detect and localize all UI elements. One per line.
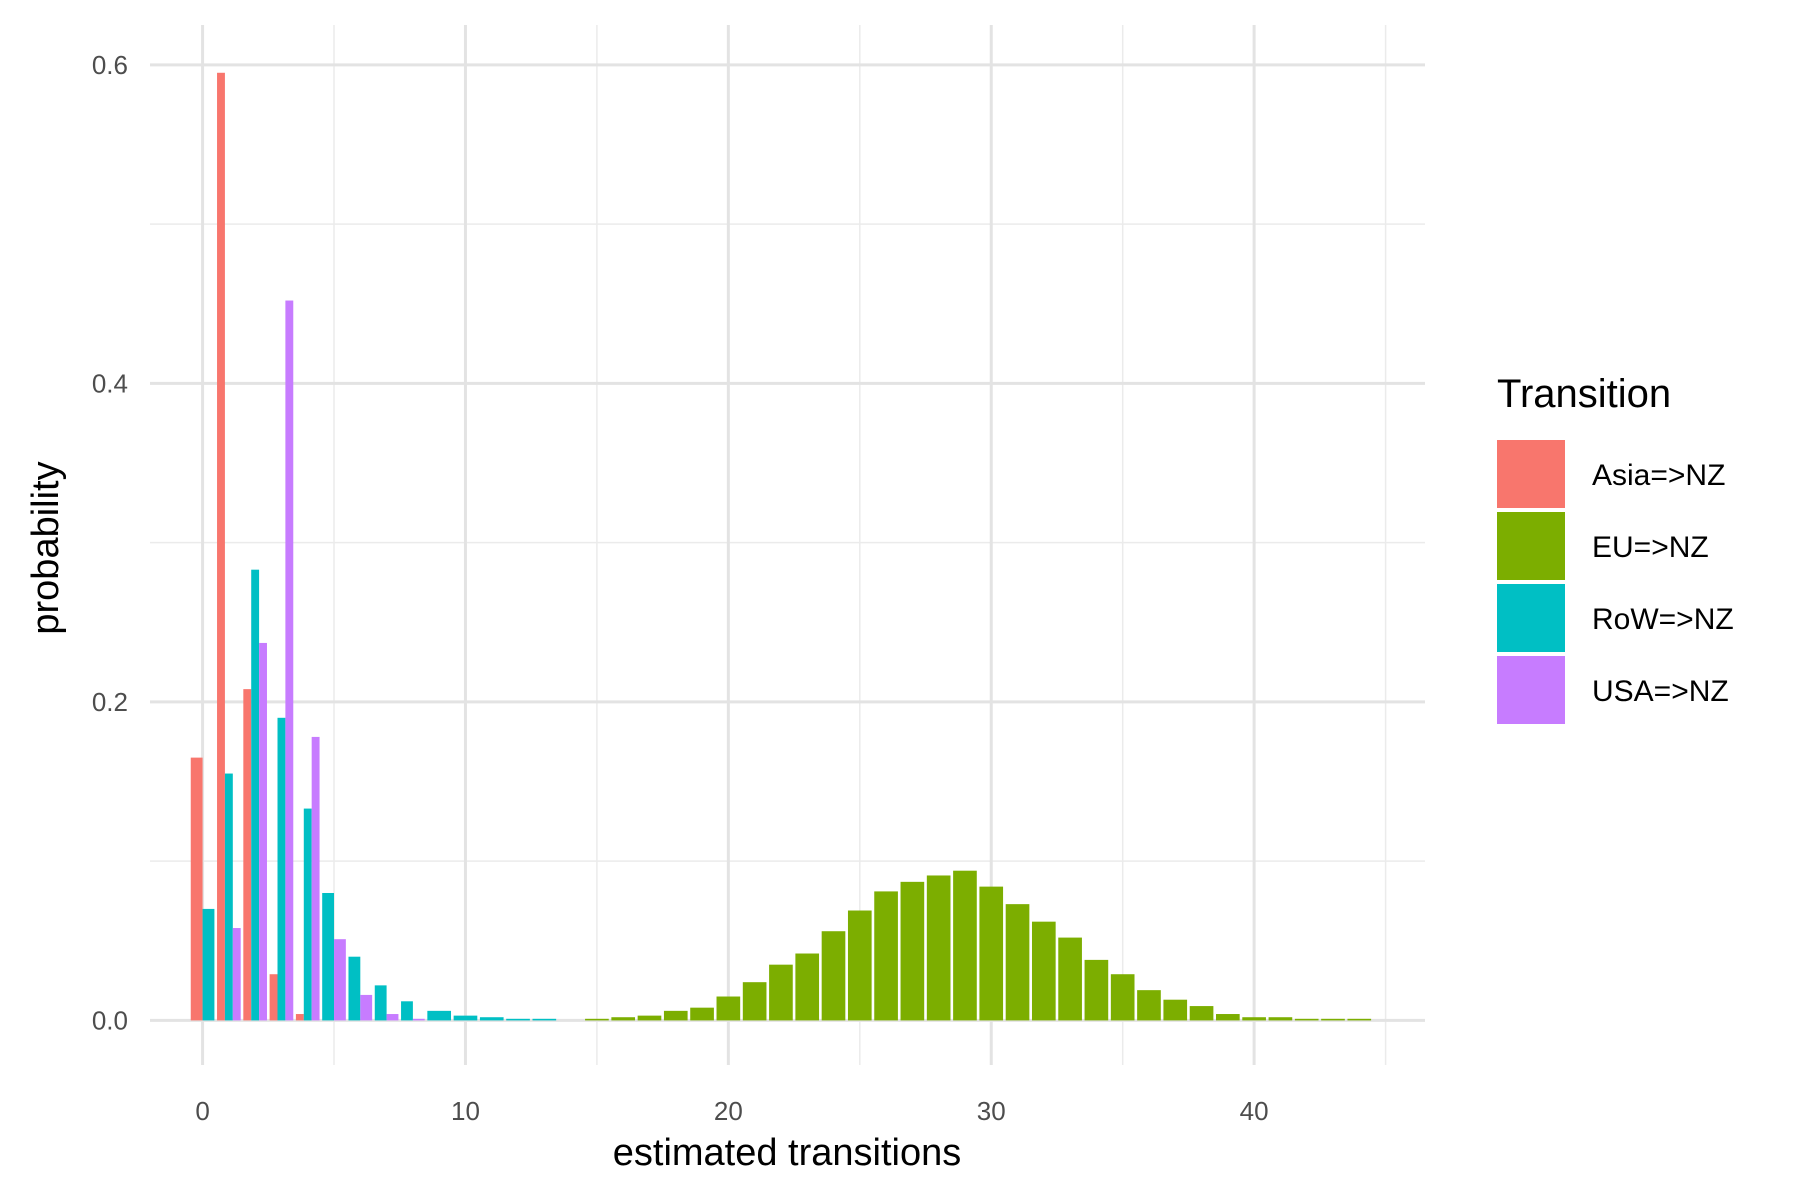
gridlines (150, 25, 1425, 1065)
bar-eu-nz-31 (1005, 904, 1030, 1021)
bar-usa-nz-3 (285, 300, 294, 1021)
bar-asia-nz-2 (243, 689, 252, 1021)
y-tick-label: 0.0 (92, 1005, 128, 1035)
bar-asia-nz-4 (295, 1014, 304, 1021)
bar-usa-nz-4 (311, 736, 320, 1021)
bar-eu-nz-17 (637, 1015, 662, 1021)
bar-eu-nz-43 (1321, 1018, 1345, 1021)
bar-eu-nz-41 (1268, 1017, 1293, 1021)
bar-eu-nz-33 (1058, 937, 1082, 1021)
bar-row-nz-1 (224, 773, 233, 1021)
bar-usa-nz-8 (412, 1018, 425, 1021)
bar-eu-nz-37 (1163, 999, 1188, 1021)
bar-eu-nz-30 (979, 886, 1004, 1021)
bar-eu-nz-38 (1189, 1006, 1214, 1021)
bar-eu-nz-26 (874, 891, 898, 1021)
bar-usa-nz-5 (334, 939, 346, 1021)
bar-row-nz-12 (506, 1018, 530, 1021)
bar-row-nz-7 (374, 985, 387, 1021)
bar-row-nz-8 (401, 1001, 413, 1021)
bar-usa-nz-2 (259, 642, 267, 1021)
bar-eu-nz-27 (900, 881, 925, 1021)
x-tick-label: 30 (977, 1096, 1006, 1126)
bar-row-nz-13 (532, 1018, 557, 1021)
legend-title: Transition (1497, 372, 1671, 416)
bar-eu-nz-36 (1137, 990, 1161, 1021)
bar-eu-nz-24 (821, 931, 846, 1021)
y-axis-ticks: 0.0 0.2 0.4 0.6 (92, 50, 128, 1036)
x-tick-label: 20 (714, 1096, 743, 1126)
bar-row-nz-4 (303, 808, 312, 1021)
legend-swatch (1497, 656, 1565, 724)
bar-asia-nz-1 (217, 72, 225, 1021)
legend-label: RoW=>NZ (1592, 603, 1734, 636)
bar-row-nz-6 (348, 956, 361, 1021)
bar-eu-nz-39 (1216, 1014, 1240, 1021)
bar-asia-nz-3 (269, 974, 278, 1021)
bar-eu-nz-35 (1110, 974, 1135, 1021)
bar-eu-nz-19 (690, 1007, 714, 1021)
bar-usa-nz-1 (232, 928, 241, 1021)
bar-row-nz-5 (322, 892, 335, 1021)
bar-row-nz-11 (479, 1017, 504, 1021)
bar-eu-nz-32 (1031, 921, 1056, 1021)
x-axis-ticks: 0 10 20 30 40 (195, 1096, 1268, 1126)
bar-eu-nz-44 (1347, 1018, 1372, 1021)
bar-eu-nz-25 (847, 910, 872, 1021)
bars (190, 72, 1372, 1021)
bar-eu-nz-16 (611, 1017, 636, 1021)
legend-swatch (1497, 584, 1565, 652)
bar-eu-nz-18 (663, 1010, 688, 1021)
bar-usa-nz-6 (360, 994, 373, 1021)
legend: Transition Asia=>NZ EU=>NZ RoW=>NZ USA=>NZ (1497, 372, 1734, 724)
y-tick-label: 0.4 (92, 368, 128, 398)
bar-row-nz-10 (453, 1015, 478, 1021)
bar-eu-nz-40 (1242, 1017, 1266, 1021)
legend-swatch (1497, 512, 1565, 580)
legend-label: USA=>NZ (1592, 675, 1729, 708)
bar-eu-nz-20 (716, 996, 741, 1021)
legend-label: EU=>NZ (1592, 531, 1709, 564)
bar-row-nz-2 (251, 569, 260, 1021)
y-axis-title: probability (25, 461, 67, 634)
bar-eu-nz-28 (926, 875, 951, 1021)
bar-eu-nz-42 (1294, 1018, 1319, 1021)
bar-eu-nz-15 (585, 1018, 609, 1021)
bar-eu-nz-29 (953, 870, 977, 1021)
y-tick-label: 0.6 (92, 50, 128, 80)
bar-eu-nz-21 (742, 982, 767, 1021)
bar-eu-nz-34 (1084, 959, 1109, 1021)
legend-swatch (1497, 440, 1565, 508)
x-tick-label: 10 (451, 1096, 480, 1126)
x-tick-label: 40 (1240, 1096, 1269, 1126)
legend-label: Asia=>NZ (1592, 459, 1725, 492)
x-tick-label: 0 (195, 1096, 209, 1126)
bar-asia-nz-0 (190, 757, 203, 1021)
x-axis-title: estimated transitions (613, 1132, 962, 1174)
bar-row-nz-3 (277, 717, 286, 1021)
bar-row-nz-9 (427, 1010, 452, 1021)
bar-usa-nz-7 (386, 1014, 399, 1021)
bar-eu-nz-22 (769, 964, 793, 1021)
y-tick-label: 0.2 (92, 687, 128, 717)
bar-eu-nz-23 (795, 953, 820, 1021)
bar-row-nz-0 (202, 908, 215, 1021)
